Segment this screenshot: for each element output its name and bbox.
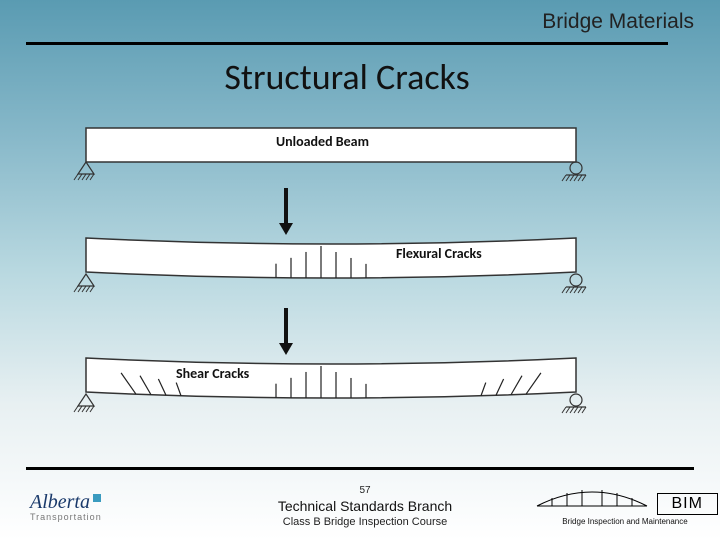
alberta-logo-text: Alberta [30, 491, 200, 514]
structural-cracks-diagram: Unloaded Beam Flexural Cracks Shear Cracks [26, 118, 694, 468]
diagram-svg: Unloaded Beam Flexural Cracks Shear Cracks [26, 118, 694, 468]
header-rule [26, 42, 668, 45]
header: Bridge Materials Structural Cracks [0, 0, 720, 99]
svg-text:Flexural Cracks: Flexural Cracks [396, 245, 482, 262]
bridge-icon [532, 486, 652, 508]
slide-title: Structural Cracks [0, 55, 694, 99]
logo-square-icon [93, 494, 101, 502]
footer: Alberta Transportation 57 Technical Stan… [0, 472, 720, 540]
alberta-logo-sub: Transportation [30, 512, 200, 522]
page-number: 57 [200, 485, 530, 496]
logo-word: Alberta [30, 491, 90, 513]
bim-sub: Bridge Inspection and Maintenance [530, 517, 720, 526]
footer-logo: Alberta Transportation [0, 491, 200, 522]
svg-text:Unloaded Beam: Unloaded Beam [276, 133, 369, 150]
course-label: Class B Bridge Inspection Course [200, 516, 530, 528]
branch-label: Technical Standards Branch [200, 498, 530, 514]
footer-right: BIM Bridge Inspection and Maintenance [530, 486, 720, 526]
bim-badge: BIM [657, 493, 718, 515]
svg-text:Shear Cracks: Shear Cracks [176, 365, 250, 382]
topic-label: Bridge Materials [0, 10, 694, 34]
footer-center: 57 Technical Standards Branch Class B Br… [200, 485, 530, 528]
footer-rule [26, 467, 694, 470]
